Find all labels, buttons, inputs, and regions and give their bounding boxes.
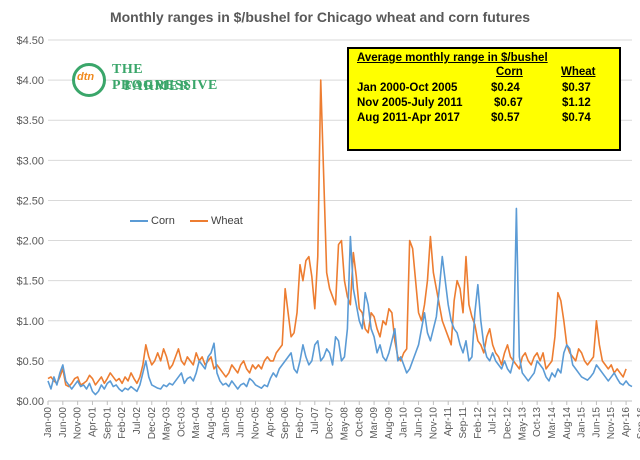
x-tick-label: Nov-15 [606,407,617,440]
x-tick-label: Aug-14 [562,407,573,440]
x-tick-label: Dec-02 [147,407,158,440]
stats-period: Aug 2011-Apr 2017 [357,112,460,124]
stats-row: Jan 2000-Oct 2005 $0.24 $0.37 [357,82,617,97]
x-tick-label: Mar-14 [547,407,558,439]
legend-swatch-corn [130,220,148,223]
x-tick-label: Mar-09 [369,407,380,439]
x-tick-label: May-13 [517,407,528,441]
logo-dtn-text: dtn [77,71,95,83]
x-tick-label: Jun-15 [591,407,602,438]
x-tick-label: Sep-16 [636,407,640,440]
logo-circle [72,63,106,97]
stats-period: Jan 2000-Oct 2005 [357,82,458,94]
x-tick-label: Dec-07 [325,407,336,440]
stats-box: Average monthly range in $/bushel Corn W… [347,47,621,151]
x-tick-label: Jul-07 [310,407,321,435]
stats-wheat-value: $0.37 [562,82,591,94]
x-tick-label: Sep-01 [102,407,113,440]
y-tick-label: $0.00 [16,396,44,408]
y-tick-label: $1.50 [16,276,44,288]
x-tick-label: Sep-06 [280,407,291,440]
x-tick-label: Jan-05 [221,407,232,438]
x-tick-label: Feb-07 [295,407,306,439]
stats-corn-value: $0.24 [491,82,520,94]
x-tick-label: Nov-00 [73,407,84,440]
logo: dtn THE PROGRESSIVE FARMER [72,60,217,100]
x-tick-label: Jan-10 [399,407,410,438]
y-tick-label: $2.50 [16,195,44,207]
stats-wheat-value: $0.74 [562,112,591,124]
x-tick-label: Feb-02 [117,407,128,439]
x-tick-label: May-08 [339,407,350,441]
x-tick-label: Jun-10 [414,407,425,438]
x-tick-label: May-03 [162,407,173,441]
x-tick-label: Aug-09 [384,407,395,440]
y-tick-label: $1.00 [16,316,44,328]
x-tick-label: Jun-00 [58,407,69,438]
series-line-corn [47,207,633,396]
stats-corn-value: $0.57 [491,112,520,124]
x-tick-label: Apr-06 [265,407,276,437]
x-tick-label: Nov-10 [428,407,439,440]
stats-period: Nov 2005-July 2011 [357,97,463,109]
x-tick-label: Oct-08 [354,407,365,437]
stats-corn-value: $0.67 [494,97,523,109]
logo-text-line2: FARMER [124,79,191,94]
x-tick-label: Aug-04 [206,407,217,440]
stats-header: Average monthly range in $/bushel [357,52,548,64]
x-tick-label: Sep-11 [458,407,469,439]
series-line-wheat [47,79,627,388]
y-tick-label: $3.00 [16,155,44,167]
x-tick-label: Apr-01 [87,407,98,437]
y-tick-label: $3.50 [16,115,44,127]
legend-item-wheat: Wheat [190,215,243,227]
x-tick-label: Dec-12 [502,407,513,440]
legend-label-wheat: Wheat [211,215,243,227]
y-tick-label: $4.50 [16,35,44,47]
x-tick-label: Jul-02 [132,407,143,435]
stats-row: Nov 2005-July 2011 $0.67 $1.12 [357,97,617,112]
x-tick-label: Feb-12 [473,407,484,439]
stats-col-wheat: Wheat [561,66,596,78]
legend-swatch-wheat [190,220,208,223]
legend-label-corn: Corn [151,215,175,227]
legend-item-corn: Corn [130,215,175,227]
chart-title: Monthly ranges in $/bushel for Chicago w… [109,9,531,25]
x-tick-label: Jun-05 [236,407,247,438]
x-tick-label: Apr-11 [443,407,454,437]
x-tick-label: Mar-04 [191,407,202,439]
x-tick-label: Nov-05 [251,407,262,440]
x-tick-label: Jul-12 [488,407,499,435]
logo-text-line1: THE PROGRESSIVE [112,62,218,93]
stats-wheat-value: $1.12 [562,97,591,109]
x-tick-label: Oct-13 [532,407,543,437]
x-tick-label: Oct-03 [176,407,187,437]
y-tick-label: $4.00 [16,75,44,87]
stats-col-corn: Corn [496,66,523,78]
x-tick-label: Jan-00 [43,407,54,438]
y-tick-label: $2.00 [16,236,44,248]
x-tick-label: Jan-15 [577,407,588,438]
x-tick-label: Apr-16 [621,407,632,437]
y-tick-label: $0.50 [16,356,44,368]
stats-row: Aug 2011-Apr 2017 $0.57 $0.74 [357,112,617,127]
